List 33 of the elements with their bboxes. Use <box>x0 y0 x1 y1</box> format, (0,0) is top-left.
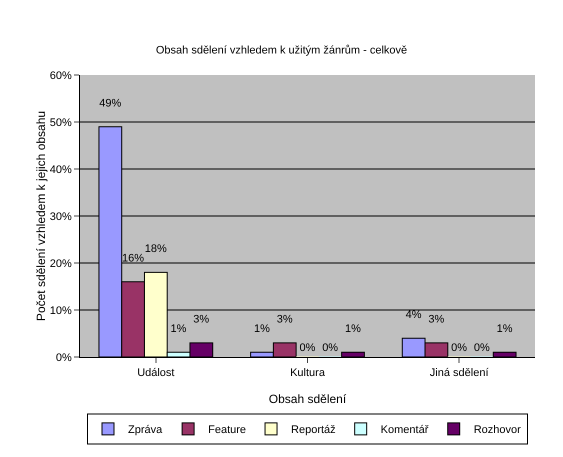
y-tick-label: 20% <box>50 258 72 270</box>
data-label: 4% <box>406 308 422 321</box>
x-tick-label: Kultura <box>290 367 326 380</box>
data-label: 0% <box>322 342 338 354</box>
data-label: 3% <box>276 314 293 326</box>
y-tick-label: 40% <box>50 164 72 176</box>
data-label: 1% <box>344 323 362 335</box>
y-axis-title: Počet sdělení vzhledem k jejich obsahu <box>34 110 48 322</box>
data-label: 18% <box>144 243 167 256</box>
legend-label: Zpráva <box>128 424 164 436</box>
data-label: 3% <box>193 314 210 326</box>
y-tick-label: 60% <box>50 70 72 82</box>
data-label: 0% <box>451 342 468 354</box>
legend-label: Rozhovor <box>474 424 522 436</box>
x-tick-label: Jiná sdělení <box>430 367 490 380</box>
x-axis-title: Obsah sdělení <box>268 392 347 406</box>
data-label: 16% <box>122 252 144 264</box>
legend-label: Reportáž <box>291 424 336 436</box>
x-tick-label: Událost <box>137 367 174 380</box>
data-label: 1% <box>170 323 187 335</box>
data-label: 1% <box>496 323 513 335</box>
data-label: 3% <box>428 314 444 326</box>
data-label: 0% <box>474 342 490 354</box>
y-tick-label: 50% <box>50 116 72 129</box>
chart-title: Obsah sdělení vzhledem k užitým žánrům - celkově <box>156 44 408 56</box>
data-label: 1% <box>254 323 270 335</box>
data-label: 0% <box>299 342 316 354</box>
y-tick-label: 0% <box>56 352 72 364</box>
legend-label: Komentář <box>380 424 429 436</box>
data-label: 49% <box>99 97 122 110</box>
y-tick-label: 30% <box>50 210 72 223</box>
legend-label: Feature <box>208 424 246 436</box>
y-tick-label: 10% <box>50 304 72 317</box>
